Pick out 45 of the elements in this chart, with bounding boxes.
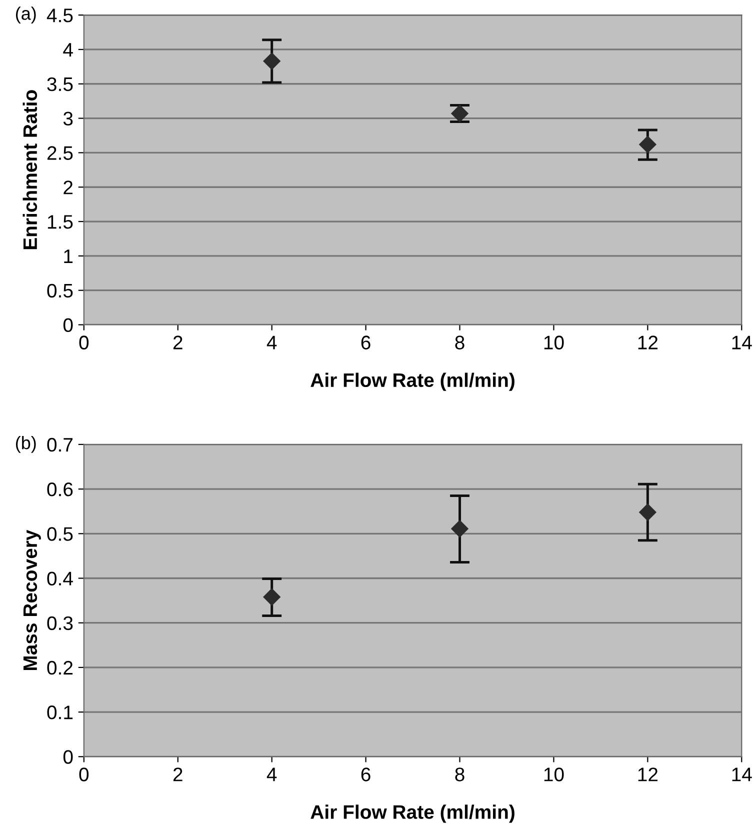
y-tick-label: 0.5 [47,284,73,298]
y-tick-label: 4.5 [46,8,73,22]
x-tick-label: 8 [455,336,464,350]
x-tick-label: 6 [361,768,370,782]
x-tick-label: 6 [361,336,370,350]
y-tick-label: 2 [64,180,73,194]
x-tick-label: 2 [173,768,182,782]
x-tick-label: 8 [455,768,464,782]
y-tick-label: 0.5 [47,527,73,541]
x-tick-label: 4 [266,336,277,350]
point [451,520,468,538]
x-tick-label: 14 [732,768,752,782]
y-tick-label: 2.5 [47,146,73,160]
x-tick-label: 12 [638,768,658,782]
point [263,588,280,606]
x-axis-title: Air Flow Rate (ml/min) [310,372,514,391]
y-axis-title: Mass Recovery [24,530,41,670]
y-tick-label: 0.2 [47,660,73,675]
y-tick-label: 3.5 [47,77,73,92]
x-tick-label: 0 [79,336,89,350]
text: (a) [16,6,36,24]
y-tick-label: 4 [63,43,73,57]
x-tick-label: 10 [544,768,564,782]
x-tick-label: 14 [732,336,752,350]
y-tick-label: 0.4 [47,572,73,586]
y-tick-label: 3 [63,112,73,126]
x-tick-label: 4 [266,768,277,782]
y-tick-label: 0.7 [47,438,73,452]
y-tick-label: 0 [63,750,73,764]
y-tick-label: 0.6 [47,482,73,496]
y-tick-label: 0.1 [47,706,73,720]
x-axis-title: Air Flow Rate (ml/min) [310,804,514,823]
x-tick-label: 0 [79,768,89,782]
y-tick-label: 1.5 [48,215,73,229]
point [263,52,280,70]
text: (b) [16,436,36,453]
point [639,504,656,521]
y-tick-label: 1 [64,250,73,263]
x-tick-label: 12 [638,336,658,350]
point [639,136,656,153]
y-tick-label: 0.3 [47,616,73,630]
x-tick-label: 10 [544,336,564,350]
x-tick-label: 2 [173,336,182,350]
y-axis-title: Enrichment Ratio [22,90,38,250]
y-tick-label: 0 [63,318,73,332]
